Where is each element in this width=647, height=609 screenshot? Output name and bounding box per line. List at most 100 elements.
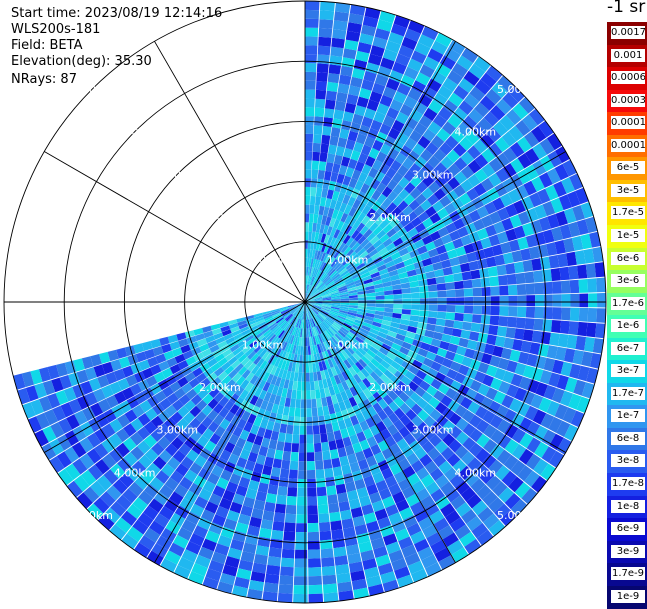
range-gate: [471, 323, 481, 333]
range-label: 4.00km: [455, 466, 497, 479]
range-gate: [289, 470, 298, 479]
range-gate: [488, 266, 498, 277]
range-gate: [330, 520, 342, 530]
range-gate: [523, 329, 533, 341]
range-gate: [473, 306, 482, 315]
range-gate: [269, 439, 278, 449]
range-gate: [279, 575, 293, 585]
range-gate: [507, 317, 517, 328]
range-gate: [305, 205, 310, 214]
range-gate: [294, 585, 308, 594]
range-gate: [328, 145, 337, 155]
range-gate: [305, 107, 314, 116]
range-gate: [262, 465, 272, 475]
range-gate: [293, 594, 308, 603]
nrays-text: NRays: 87: [11, 72, 77, 87]
range-gate: [384, 290, 393, 295]
range-gate: [281, 415, 288, 425]
range-gate: [294, 417, 300, 426]
range-gate: [490, 286, 499, 296]
range-gate: [328, 440, 337, 450]
range-gate: [509, 296, 518, 306]
colorbar-label: 6e-7: [611, 342, 645, 355]
range-gate: [274, 450, 283, 460]
range-gate: [586, 263, 596, 278]
range-gate: [287, 496, 297, 505]
range-gate: [298, 373, 302, 382]
range-gate: [316, 398, 322, 407]
range-gate: [311, 178, 317, 187]
range-gate: [338, 137, 348, 147]
range-gate: [305, 134, 313, 143]
range-gate: [264, 582, 279, 593]
range-gate: [488, 325, 498, 335]
instrument-text: WLS200s-181: [11, 22, 100, 37]
range-gate: [429, 305, 438, 312]
range-label: 3.00km: [412, 424, 454, 437]
range-gate: [473, 288, 482, 297]
range-gate: [410, 315, 420, 322]
range-gate: [290, 461, 299, 470]
range-gate: [276, 441, 284, 451]
range-gate: [411, 293, 420, 299]
range-gate: [307, 452, 315, 461]
range-gate: [291, 390, 297, 399]
range-gate: [469, 331, 479, 341]
colorbar-label: 1.7e-5: [611, 206, 645, 219]
colorbar-label: 6e-6: [611, 252, 645, 265]
range-gate: [307, 470, 316, 479]
range-gate: [437, 291, 446, 298]
range-gate: [463, 280, 473, 289]
range-gate: [275, 504, 286, 514]
range-gate: [296, 390, 301, 399]
range-gate: [420, 292, 429, 298]
range-gate: [337, 492, 348, 503]
range-gate: [272, 521, 284, 531]
range-gate: [326, 423, 334, 433]
range-gate: [274, 512, 286, 522]
range-gate: [429, 291, 438, 298]
range-gate: [273, 458, 282, 468]
range-gate: [499, 306, 508, 316]
range-gate: [321, 557, 334, 567]
range-gate: [308, 231, 312, 240]
range-gate: [339, 75, 351, 86]
range-gate: [327, 82, 339, 92]
range-gate: [533, 270, 543, 282]
colorbar-label: 3e-8: [611, 454, 645, 467]
range-gate: [438, 305, 447, 312]
range-gate: [332, 29, 346, 39]
range-gate: [279, 584, 294, 594]
range-gate: [375, 307, 384, 312]
range-gate: [316, 188, 322, 198]
range-gate: [446, 312, 456, 320]
range-gate: [558, 334, 569, 348]
range-label: 5.00km: [497, 509, 539, 522]
range-gate: [312, 152, 320, 161]
range-gate: [402, 293, 411, 298]
range-gate: [560, 267, 570, 281]
range-gate: [339, 129, 349, 140]
range-gate: [307, 443, 314, 452]
range-gate: [570, 280, 580, 294]
range-gate: [280, 424, 288, 434]
range-gate: [291, 452, 299, 461]
range-gate: [334, 555, 348, 566]
range-gate: [331, 458, 341, 468]
colorbar-label: 0.0006: [611, 71, 645, 84]
range-gate: [268, 484, 279, 494]
range-gate: [419, 310, 428, 317]
range-gate: [320, 10, 335, 20]
range-gate: [327, 153, 336, 163]
range-gate: [305, 152, 312, 161]
range-gate: [308, 549, 320, 558]
field-text: Field: BETA: [11, 38, 82, 53]
range-gate: [491, 296, 500, 305]
range-gate: [410, 287, 419, 293]
range-gate: [524, 272, 534, 284]
colorbar-label: 1e-5: [611, 229, 645, 242]
range-gate: [323, 459, 332, 469]
range-gate: [420, 304, 429, 310]
range-gate: [552, 281, 562, 294]
range-gate: [596, 308, 606, 323]
